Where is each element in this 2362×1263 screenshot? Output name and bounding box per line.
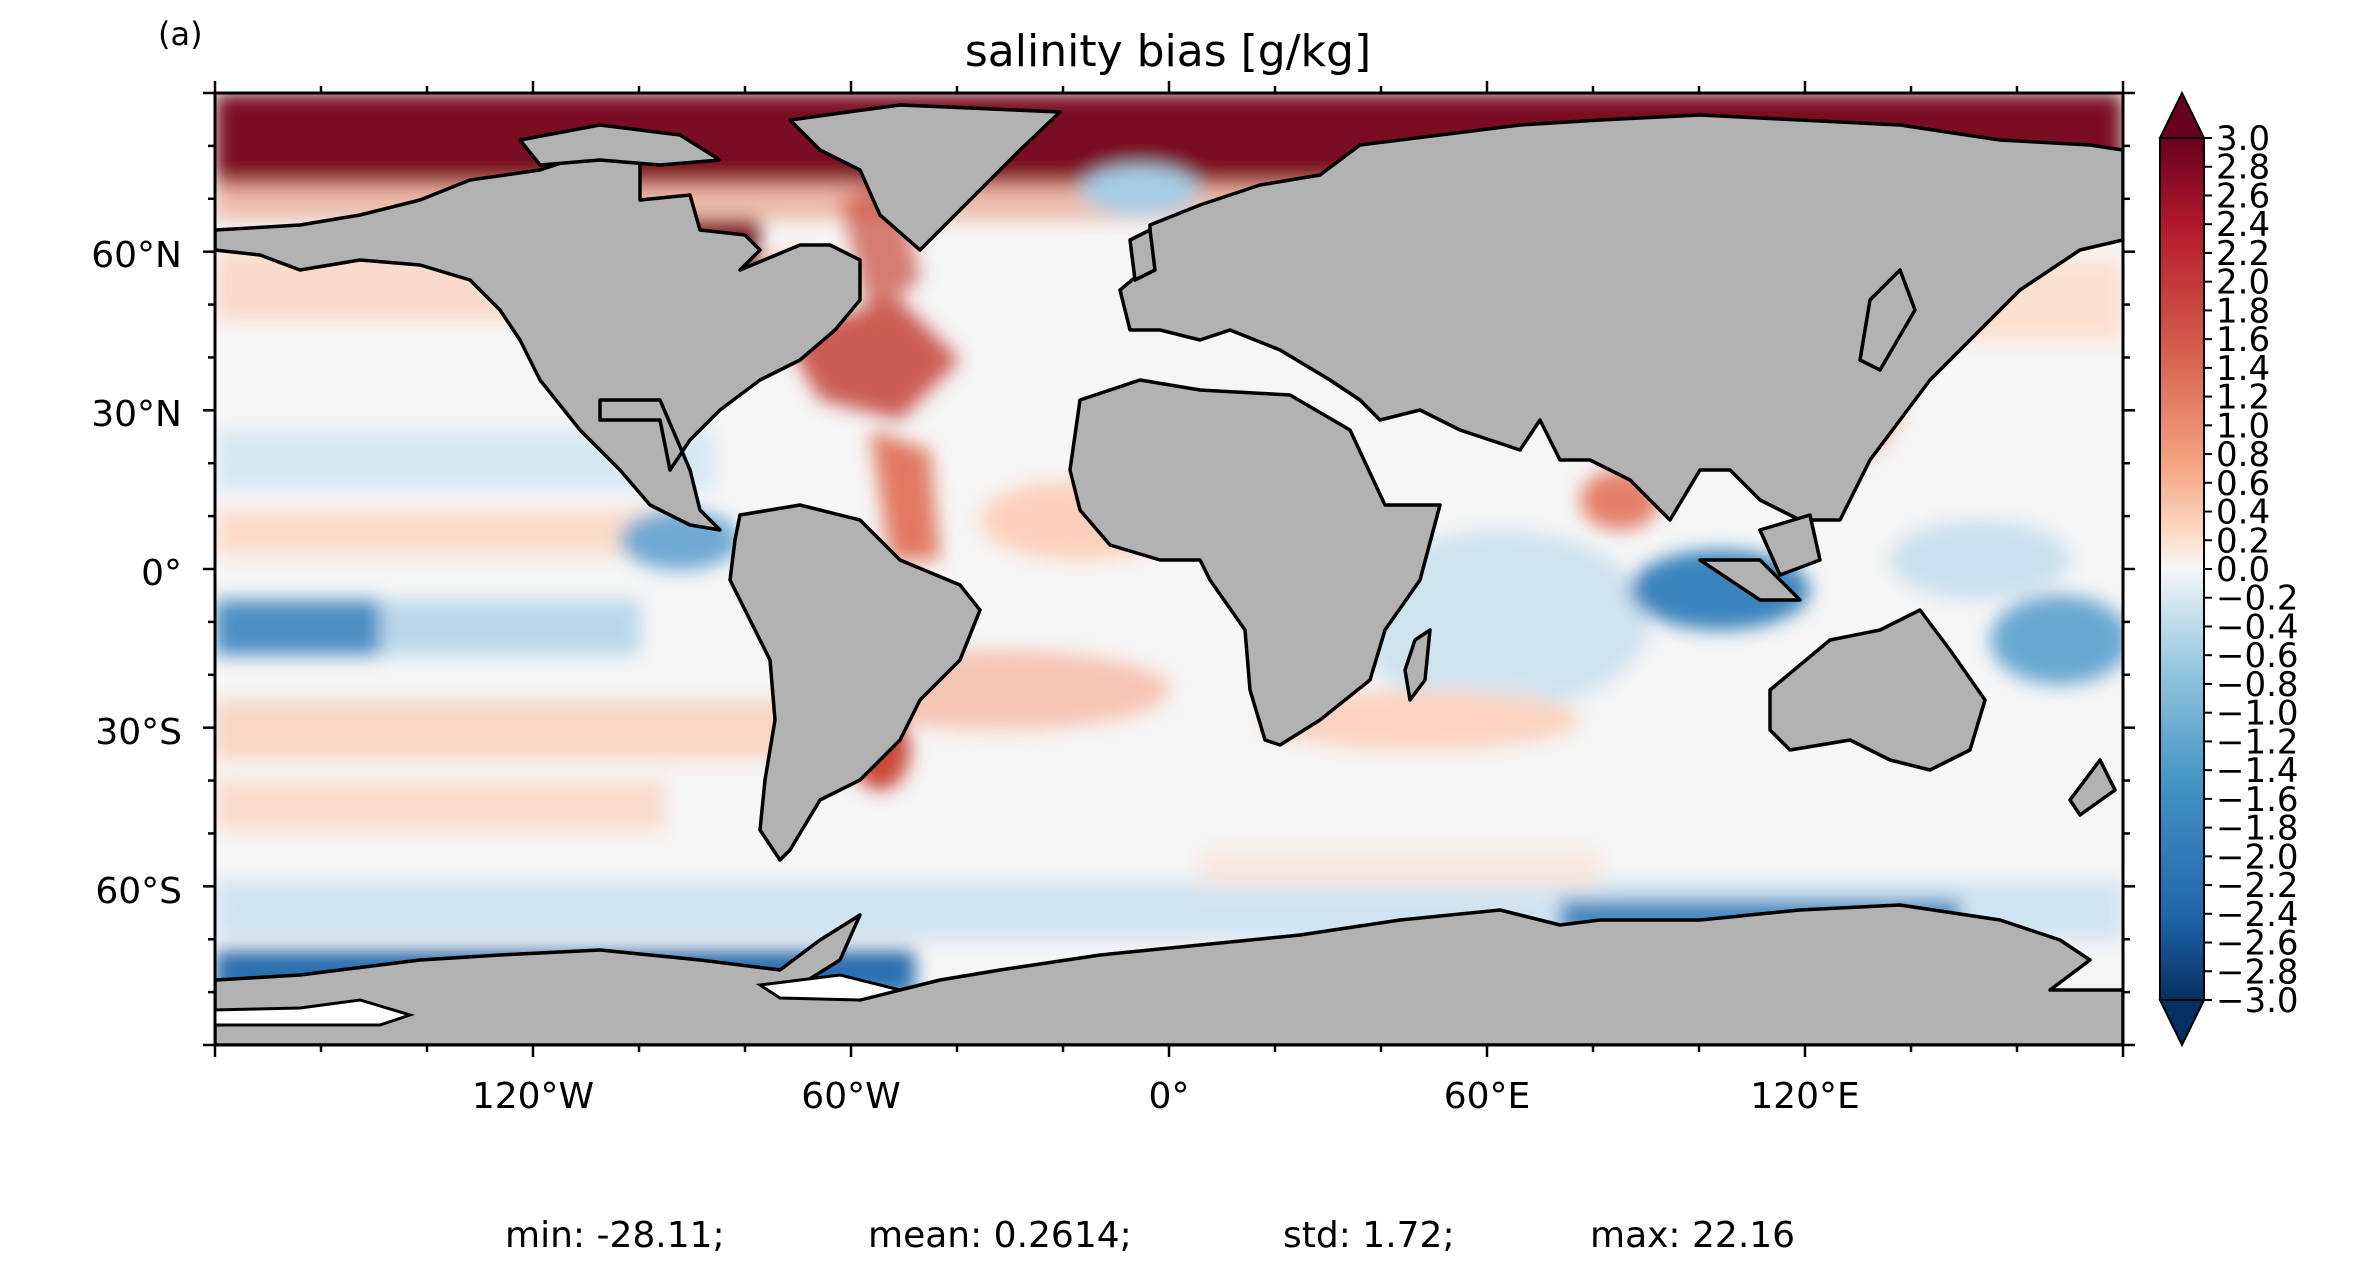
colorbar-tick-label: −1.6 [2216, 780, 2299, 820]
colorbar-extend-top [2158, 90, 2206, 139]
colorbar-tick-label: −0.4 [2216, 607, 2299, 647]
colorbar-tick-label: −1.0 [2216, 694, 2299, 734]
stat-max: max: 22.16 [1590, 1215, 1795, 1256]
colorbar-tick-label: 0.0 [2216, 550, 2270, 590]
colorbar-tick-label: −1.2 [2216, 722, 2299, 762]
land-indonesia [1698, 558, 1802, 602]
colorbar-tick-label: 2.0 [2216, 263, 2270, 303]
lon-tick-label: 120°W [472, 1076, 594, 1117]
land-borneo [1758, 513, 1822, 577]
colorbar-tick-label: −2.6 [2216, 924, 2299, 964]
land-australia [1768, 608, 1987, 772]
colorbar-tick-label: −2.4 [2216, 895, 2299, 935]
land-africa [1068, 378, 1442, 747]
lon-labels: 120°W 60°W 0° 60°E 120°E [472, 1076, 1860, 1117]
stats-line: min: -28.11; mean: 0.2614; std: 1.72; ma… [505, 1215, 1795, 1256]
stat-mean: mean: 0.2614; [868, 1215, 1132, 1256]
ice-shelf-ross [215, 998, 415, 1027]
lat-tick-label: 60°N [91, 235, 182, 276]
colorbar-tick-label: 1.0 [2216, 406, 2270, 446]
ice-shelves [215, 973, 901, 1027]
lat-labels: 60°N 30°N 0° 30°S 60°S [91, 235, 182, 912]
land-uk [1128, 228, 1157, 282]
land-new-zealand [2068, 758, 2117, 817]
colorbar-tick-label: −1.8 [2216, 809, 2299, 849]
colorbar-tick-label: −2.0 [2216, 837, 2299, 877]
colorbar-tick-label: 2.2 [2216, 234, 2270, 274]
land-greenland [788, 103, 1062, 252]
colorbar-tick-label: −0.2 [2216, 579, 2299, 619]
colorbar-tick-label: 0.2 [2216, 521, 2270, 561]
colorbar-tick-label: 3.0 [2216, 119, 2270, 159]
colorbar-tick-label: 2.8 [2216, 148, 2270, 188]
colorbar-tick-label: −0.6 [2216, 636, 2299, 676]
land-south-america [728, 503, 982, 862]
colorbar-tick-label: −1.4 [2216, 751, 2299, 791]
colorbar-tick-label: −2.8 [2216, 952, 2299, 992]
colorbar-tick-label: 2.6 [2216, 176, 2270, 216]
land-north-america [215, 148, 862, 532]
colorbar-tick-label: −3.0 [2216, 981, 2299, 1021]
land-japan [1858, 268, 1917, 372]
stat-std: std: 1.72; [1283, 1215, 1455, 1256]
lat-tick-label: 0° [141, 553, 182, 594]
colorbar-tick-label: 0.8 [2216, 435, 2270, 475]
panel-label: (a) [158, 15, 203, 53]
colorbar-extend-bottom [2158, 999, 2206, 1048]
map-title: salinity bias [g/kg] [965, 26, 1371, 77]
stat-min: min: -28.11; [505, 1215, 725, 1256]
lat-tick-label: 30°S [95, 712, 182, 753]
map-axes [203, 81, 2135, 1057]
land-antarctica [215, 903, 2123, 1045]
land-arctic-islands [518, 123, 722, 167]
colorbar-tick-label: 0.4 [2216, 493, 2270, 533]
colorbar: 3.02.82.62.42.22.01.81.61.41.21.00.80.60… [2158, 90, 2299, 1048]
colorbar-tick-label: 2.4 [2216, 205, 2270, 245]
colorbar-tick-label: −2.2 [2216, 866, 2299, 906]
colorbar-tick-label: 0.6 [2216, 464, 2270, 504]
lon-tick-label: 120°E [1750, 1076, 1859, 1117]
map-area [215, 93, 2123, 1045]
colorbar-tick-label: 1.8 [2216, 291, 2270, 331]
land-masses [215, 103, 2123, 1045]
lat-tick-label: 30°N [91, 394, 182, 435]
lon-tick-label: 0° [1149, 1076, 1190, 1117]
colorbar-tick-label: 1.6 [2216, 320, 2270, 360]
colorbar-tick-label: 1.4 [2216, 349, 2270, 389]
lon-tick-label: 60°E [1444, 1076, 1531, 1117]
land-madagascar [1403, 628, 1432, 702]
ice-shelf-weddell [755, 973, 901, 1002]
lon-tick-label: 60°W [801, 1076, 900, 1117]
colorbar-tick-label: 1.2 [2216, 378, 2270, 418]
lat-tick-label: 60°S [95, 871, 182, 912]
colorbar-gradient [2159, 137, 2205, 1001]
colorbar-tick-label: −0.8 [2216, 665, 2299, 705]
